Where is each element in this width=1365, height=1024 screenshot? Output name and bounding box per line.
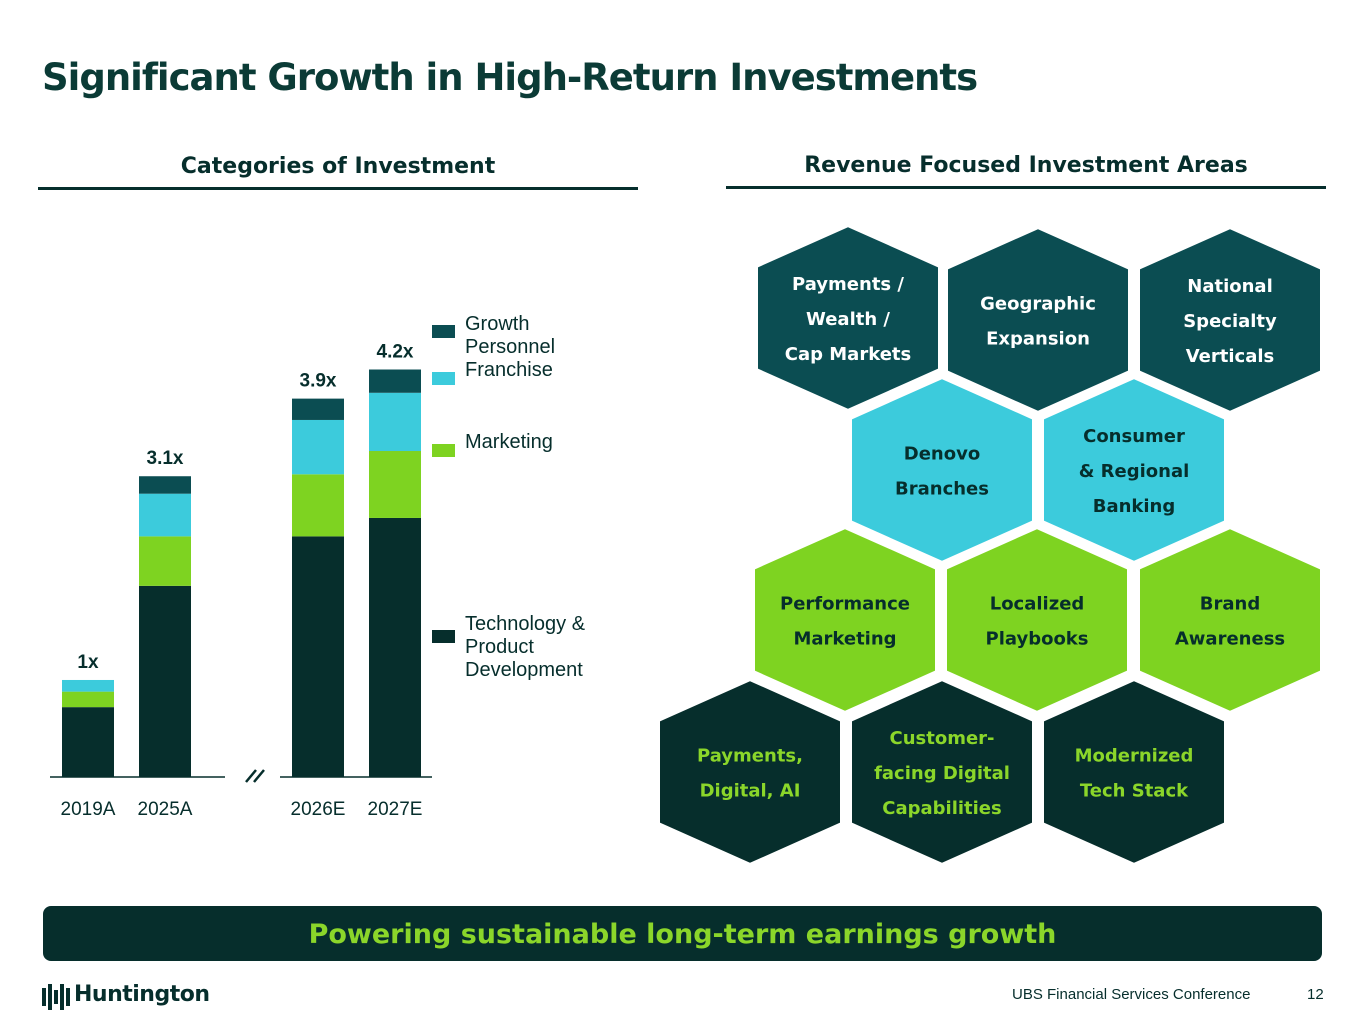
bar-segment: [369, 392, 421, 452]
hexagon: [754, 222, 942, 414]
bar-segment: [62, 707, 114, 777]
banner: Powering sustainable long-term earnings …: [43, 906, 1322, 961]
hexagon-label: Geographic: [980, 294, 1096, 315]
title: Significant Growth in High-Return Invest…: [42, 56, 978, 99]
hexagon-label: Payments /: [792, 274, 904, 295]
hexagon: [848, 676, 1036, 868]
hexagon: [1040, 676, 1228, 868]
bar-segment: [292, 474, 344, 537]
bar-segment: [369, 517, 421, 777]
x-tick-label: 2025A: [138, 799, 193, 820]
legend-swatch: [432, 630, 455, 643]
hexagon-label: Digital, AI: [700, 781, 801, 802]
hexagon-label: Brand: [1200, 594, 1260, 615]
bar-segment: [139, 476, 191, 494]
bar-segment: [139, 493, 191, 537]
legend-label: Franchise: [465, 359, 553, 381]
hexagon-label: Specialty: [1183, 311, 1277, 332]
bar-segment: [139, 536, 191, 586]
hexagon-label: Banking: [1093, 496, 1176, 517]
x-tick-label: 2027E: [368, 799, 423, 820]
hexagon-label: Localized: [990, 594, 1085, 615]
legend-label: Technology & Product Development: [465, 613, 586, 681]
bar-segment: [62, 679, 114, 692]
bar-segment: [292, 419, 344, 475]
hexagon-label: Branches: [895, 479, 989, 500]
hexagon-label: Payments,: [697, 746, 803, 767]
hexagon-label: Wealth /: [806, 309, 890, 330]
footer: UBS Financial Services Conference: [1012, 986, 1251, 1003]
hexagon: [1136, 524, 1324, 716]
hexagon-label: Expansion: [986, 329, 1090, 350]
legend-label: Growth Personnel: [465, 313, 556, 358]
total-label: 1x: [77, 652, 99, 673]
legend-label: Marketing: [465, 431, 553, 453]
logo: Huntington: [74, 982, 210, 1007]
chart: 1x 2019A 3.1x 2025A 3.9x 2026E 4.2x 2027E Paymen…: [50, 222, 1324, 868]
hexagon-label: Playbooks: [986, 629, 1089, 650]
bar-segment: [292, 398, 344, 420]
x-tick-label: 2026E: [291, 799, 346, 820]
legend-swatch: [432, 444, 455, 457]
bar-segment: [369, 451, 421, 518]
hexagon-label: Consumer: [1083, 426, 1185, 447]
hexagon-label: Cap Markets: [785, 344, 911, 365]
bar-segment: [62, 691, 114, 708]
bar-segment: [369, 369, 421, 393]
hexagon: [848, 374, 1036, 566]
x-tick-label: 2019A: [61, 799, 116, 820]
hexagon-label: National: [1187, 276, 1272, 297]
page-number: 12: [1307, 986, 1324, 1003]
hexagon-label: Awareness: [1175, 629, 1285, 650]
hexagon-label: Tech Stack: [1080, 781, 1189, 802]
hexagon-label: Denovo: [904, 444, 980, 465]
hexagon: [1136, 224, 1324, 416]
hexagon: [943, 524, 1131, 716]
bar-segment: [139, 585, 191, 777]
hexagon-label: Marketing: [793, 629, 896, 650]
right-heading: Revenue Focused Investment Areas: [726, 153, 1326, 189]
hexagon-label: & Regional: [1079, 461, 1190, 482]
hexagon-label: Capabilities: [882, 798, 1001, 819]
hexagon-label: Customer-: [889, 728, 994, 749]
logo-icon: [42, 984, 70, 1010]
hexagon-label: facing Digital: [874, 763, 1010, 784]
total-label: 3.1x: [147, 448, 184, 469]
total-label: 3.9x: [300, 371, 337, 392]
bar-segment: [292, 536, 344, 777]
total-label: 4.2x: [377, 342, 414, 363]
hexagon-label: Verticals: [1186, 346, 1275, 367]
hexagon: [751, 524, 939, 716]
hexagon: [1040, 374, 1228, 566]
hexagon-label: Performance: [780, 594, 910, 615]
legend-swatch: [432, 325, 455, 338]
legend-swatch: [432, 372, 455, 385]
left-heading: Categories of Investment: [38, 154, 638, 190]
hexagon-label: Modernized: [1075, 746, 1194, 767]
hexagon: [656, 676, 844, 868]
hexagon: [944, 224, 1132, 416]
axis-break: [245, 769, 265, 783]
